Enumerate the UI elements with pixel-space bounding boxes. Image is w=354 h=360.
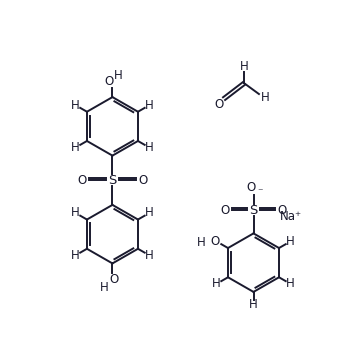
- Text: H: H: [145, 249, 154, 262]
- Text: Na⁺: Na⁺: [280, 210, 302, 223]
- Text: H: H: [71, 141, 80, 154]
- Text: H: H: [145, 141, 154, 154]
- Text: H: H: [286, 235, 295, 248]
- Text: H: H: [145, 99, 154, 112]
- Text: O: O: [278, 204, 287, 217]
- Text: S: S: [108, 174, 116, 187]
- Text: H: H: [261, 91, 269, 104]
- Text: O: O: [78, 174, 87, 187]
- Text: O: O: [105, 75, 114, 88]
- Text: S: S: [249, 204, 258, 217]
- Text: H: H: [145, 207, 154, 220]
- Text: H: H: [71, 99, 80, 112]
- Text: H: H: [286, 277, 295, 290]
- Text: H: H: [71, 207, 80, 220]
- Text: O: O: [109, 273, 119, 286]
- Text: O: O: [214, 98, 223, 111]
- Text: H: H: [71, 249, 80, 262]
- Text: H: H: [240, 60, 249, 73]
- Text: O: O: [220, 204, 229, 217]
- Text: ⁻: ⁻: [258, 188, 263, 198]
- Text: O: O: [210, 235, 220, 248]
- Text: H: H: [212, 277, 221, 290]
- Text: H: H: [114, 69, 122, 82]
- Text: H: H: [197, 236, 206, 249]
- Text: O: O: [246, 181, 256, 194]
- Text: H: H: [100, 281, 109, 294]
- Text: H: H: [249, 298, 258, 311]
- Text: O: O: [138, 174, 147, 187]
